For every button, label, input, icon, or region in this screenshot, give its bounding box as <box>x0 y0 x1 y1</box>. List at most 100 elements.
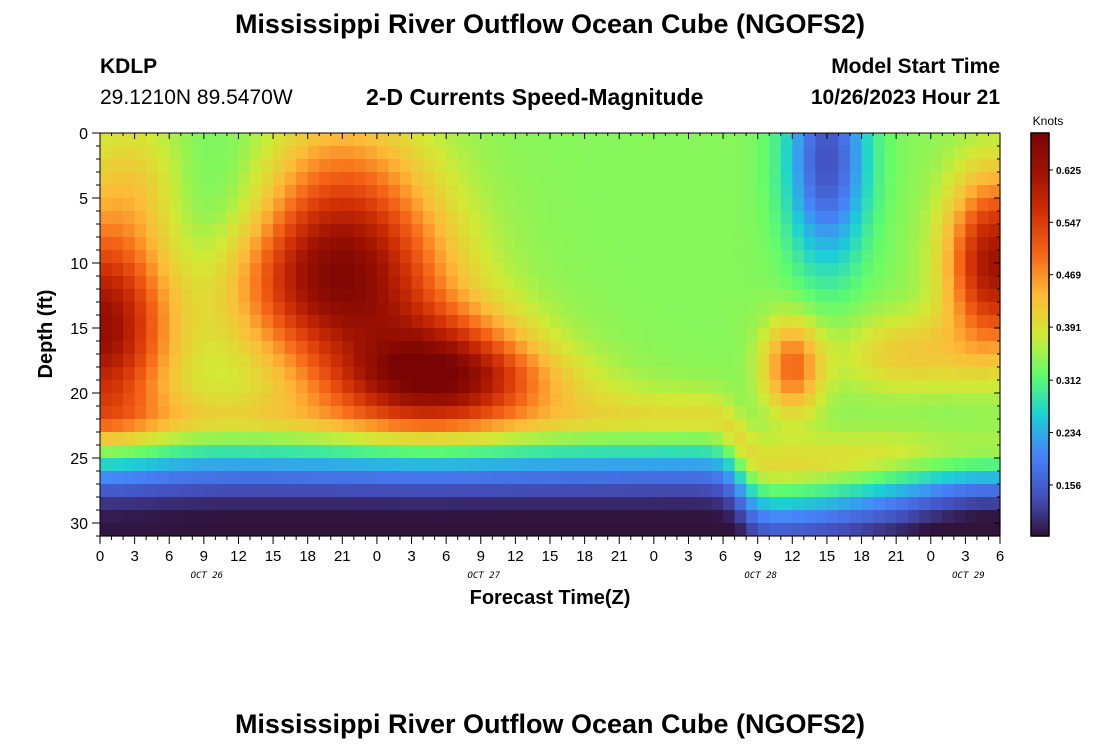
heatmap-cell <box>942 159 955 173</box>
heatmap-cell <box>630 367 643 381</box>
heatmap-cell <box>653 315 666 329</box>
x-tick-label: 18 <box>853 548 870 565</box>
heatmap-cell <box>123 341 136 355</box>
heatmap-cell <box>353 224 366 238</box>
heatmap-cell <box>653 484 666 498</box>
heatmap-cell <box>700 133 713 147</box>
heatmap-cell <box>550 289 563 303</box>
heatmap-cell <box>215 367 228 381</box>
heatmap-cell <box>480 250 493 264</box>
heatmap-cell <box>792 198 805 212</box>
heatmap-cell <box>203 224 216 238</box>
heatmap-cell <box>976 497 990 511</box>
heatmap-cell <box>330 380 343 394</box>
heatmap-cell <box>492 159 505 173</box>
heatmap-cell <box>619 289 632 303</box>
heatmap-cell <box>630 172 643 186</box>
heatmap-cell <box>607 393 620 407</box>
heatmap-cell <box>942 393 955 407</box>
heatmap-cell <box>503 354 516 368</box>
heatmap-cell <box>573 471 586 485</box>
heatmap-cell <box>734 133 747 147</box>
heatmap-cell <box>734 497 747 511</box>
heatmap-cell <box>665 419 678 433</box>
heatmap-cell <box>469 497 482 511</box>
heatmap-cell <box>896 445 909 459</box>
heatmap-cell <box>907 302 920 316</box>
heatmap-cell <box>480 354 493 368</box>
heatmap-cell <box>838 523 851 537</box>
heatmap-cell <box>180 510 193 524</box>
heatmap-cell <box>896 146 909 160</box>
heatmap-cell <box>515 471 528 485</box>
heatmap-cell <box>411 224 424 238</box>
heatmap-cell <box>215 328 228 342</box>
heatmap-cell <box>676 406 690 420</box>
colorbar-segment <box>1031 418 1049 423</box>
heatmap-cell <box>573 250 586 264</box>
heatmap-cell <box>676 432 690 446</box>
heatmap-cell <box>203 133 216 147</box>
heatmap-cell <box>953 380 966 394</box>
heatmap-cell <box>573 458 586 472</box>
heatmap-cell <box>215 159 228 173</box>
heatmap-cell <box>815 237 828 251</box>
heatmap-cell <box>826 341 840 355</box>
heatmap-cell <box>342 393 355 407</box>
heatmap-cell <box>226 341 240 355</box>
heatmap-cell <box>503 419 516 433</box>
heatmap-cell <box>734 419 747 433</box>
heatmap-cell <box>111 419 124 433</box>
heatmap-cell <box>734 510 747 524</box>
heatmap-cell <box>561 367 574 381</box>
heatmap-cell <box>550 471 563 485</box>
heatmap-cell <box>515 406 528 420</box>
heatmap-cell <box>123 237 136 251</box>
heatmap-cell <box>238 185 251 199</box>
heatmap-cell <box>561 419 574 433</box>
heatmap-cell <box>746 185 759 199</box>
heatmap-cell <box>792 263 805 277</box>
heatmap-cell <box>665 159 678 173</box>
heatmap-cell <box>988 211 1001 225</box>
heatmap-cell <box>376 185 390 199</box>
heatmap-cell <box>353 211 366 225</box>
heatmap-cell <box>607 354 620 368</box>
heatmap-cell <box>411 406 424 420</box>
colorbar-segment <box>1031 139 1049 144</box>
heatmap-cell <box>100 250 113 264</box>
heatmap-cell <box>111 159 124 173</box>
heatmap-cell <box>238 328 251 342</box>
heatmap-cell <box>273 328 286 342</box>
heatmap-cell <box>100 510 113 524</box>
heatmap-cell <box>111 432 124 446</box>
heatmap-cell <box>157 393 170 407</box>
heatmap-cell <box>469 406 482 420</box>
x-tick-label: 0 <box>96 548 104 565</box>
heatmap-cell <box>907 159 920 173</box>
heatmap-cell <box>192 406 205 420</box>
heatmap-cell <box>446 523 459 537</box>
heatmap-cell <box>665 354 678 368</box>
heatmap-cell <box>584 198 597 212</box>
heatmap-cell <box>388 198 401 212</box>
heatmap-cell <box>503 406 516 420</box>
heatmap-cell <box>896 341 909 355</box>
heatmap-cell <box>792 354 805 368</box>
heatmap-cell <box>411 471 424 485</box>
heatmap-cell <box>492 406 505 420</box>
colorbar-segment <box>1031 411 1049 416</box>
heatmap-cell <box>342 458 355 472</box>
heatmap-cell <box>815 276 828 290</box>
heatmap-cell <box>169 328 182 342</box>
heatmap-cell <box>423 289 436 303</box>
heatmap-cell <box>353 510 366 524</box>
heatmap-cell <box>400 380 413 394</box>
heatmap-cell <box>330 523 343 537</box>
heatmap-cell <box>976 393 990 407</box>
heatmap-cell <box>307 237 320 251</box>
heatmap-cell <box>734 289 747 303</box>
colorbar-segment <box>1031 230 1049 235</box>
heatmap-cell <box>469 185 482 199</box>
heatmap-cell <box>653 445 666 459</box>
